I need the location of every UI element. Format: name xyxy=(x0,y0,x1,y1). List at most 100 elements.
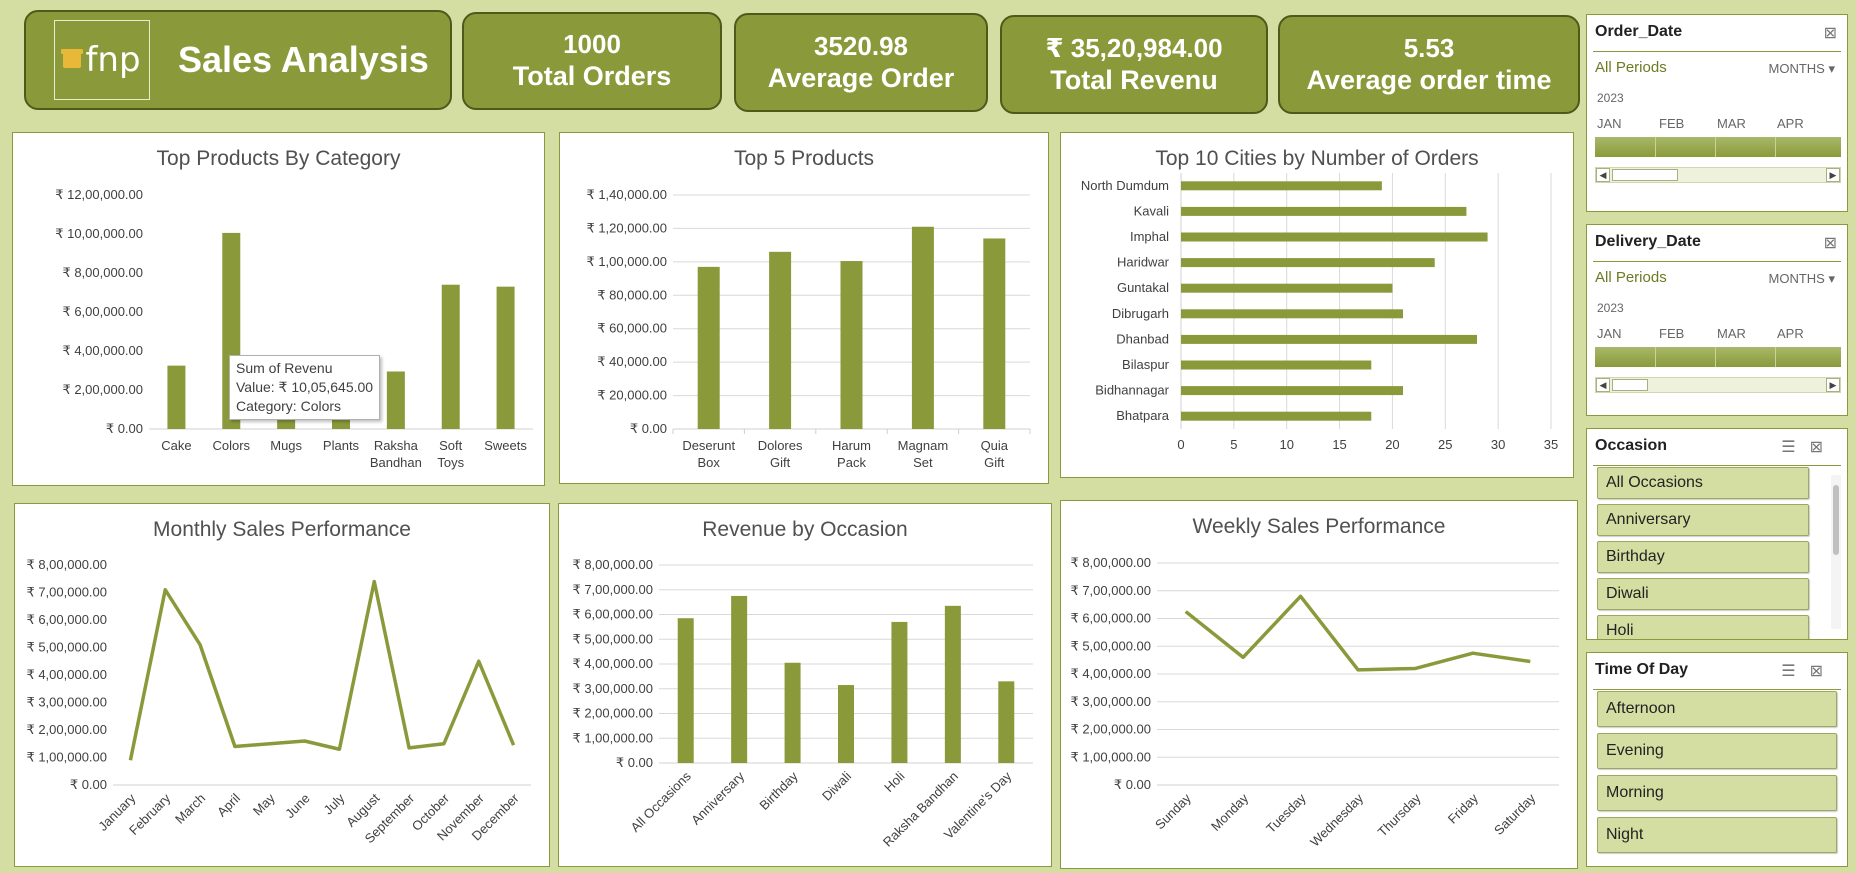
y-tick-label: ₹ 10,00,000.00 xyxy=(55,226,143,241)
bar xyxy=(677,618,694,763)
y-tick-label: ₹ 1,00,000.00 xyxy=(586,254,667,269)
chart-title: Weekly Sales Performance xyxy=(1192,515,1446,538)
clear-filter-icon[interactable]: ⊠ xyxy=(1809,663,1837,680)
divider xyxy=(1593,51,1841,52)
kpi-total-revenue: ₹ 35,20,984.00 Total Revenu xyxy=(1000,15,1268,114)
bar xyxy=(441,284,460,429)
chart-top-10-cities[interactable]: Top 10 Cities by Number of Orders 0 5 10 15… xyxy=(1060,132,1574,478)
x-tick-label: Pack xyxy=(837,455,866,470)
chart-svg: ₹ 0.00 ₹ 2,00,000.00 ₹ 4,00,000.00 ₹ 6,00,0… xyxy=(55,187,533,470)
y-tick-label: ₹ 3,00,000.00 xyxy=(26,695,107,710)
clear-filter-icon[interactable]: ⊠ xyxy=(1823,235,1837,252)
x-tick-label: 35 xyxy=(1544,437,1558,452)
divider xyxy=(1593,261,1841,262)
slicer-time-of-day[interactable]: Time Of Day ☰⊠ Afternoon Evening Morning… xyxy=(1586,652,1848,867)
time-level-dropdown[interactable]: MONTHS ▾ xyxy=(1769,271,1836,287)
slicer-item-anniversary[interactable]: Anniversary xyxy=(1597,504,1809,536)
clear-filter-icon[interactable]: ⊠ xyxy=(1823,25,1837,42)
chart-top-products-by-category[interactable]: Top Products By Category ₹ 0.00 ₹ 2,00,00… xyxy=(12,132,545,486)
y-tick-label: ₹ 4,00,000.00 xyxy=(62,343,143,358)
x-tick-label: Thursday xyxy=(1375,790,1424,839)
multi-select-icon[interactable]: ☰⊠ xyxy=(1781,661,1837,681)
bar xyxy=(838,685,854,763)
y-tick-label: Bhatpara xyxy=(1116,408,1170,423)
y-tick-label: ₹ 0.00 xyxy=(1114,777,1151,792)
month-label: FEB xyxy=(1659,326,1685,341)
bar xyxy=(1181,232,1488,242)
x-tick-label: Box xyxy=(697,455,720,470)
slicer-delivery-date[interactable]: Delivery_Date ⊠ All Periods MONTHS ▾ 202… xyxy=(1586,224,1848,416)
scroll-thumb[interactable] xyxy=(1833,485,1839,555)
clear-filter-icon[interactable]: ⊠ xyxy=(1809,439,1837,456)
multi-select-icon[interactable]: ☰ xyxy=(1781,439,1810,456)
slicer-item-birthday[interactable]: Birthday xyxy=(1597,541,1809,573)
x-tick-label: Sweets xyxy=(484,438,527,453)
chart-svg: ₹ 0.00 ₹ 1,00,000.00 ₹ 2,00,000.00 ₹ 3,00,0… xyxy=(572,557,1033,850)
y-tick-label: ₹ 2,00,000.00 xyxy=(62,382,143,397)
slicer-item-diwali[interactable]: Diwali xyxy=(1597,578,1809,610)
slicer-occasion[interactable]: Occasion ☰⊠ All Occasions Anniversary Bi… xyxy=(1586,428,1848,640)
time-level-dropdown[interactable]: MONTHS ▾ xyxy=(1769,61,1836,77)
slicer-order-date[interactable]: Order_Date ⊠ All Periods MONTHS ▾ 2023 J… xyxy=(1586,14,1848,212)
scroll-thumb[interactable] xyxy=(1612,169,1678,181)
bar xyxy=(496,286,515,429)
bar xyxy=(1181,386,1403,396)
y-tick-label: ₹ 2,00,000.00 xyxy=(26,722,107,737)
timeline-scrollbar[interactable]: ◀ ▶ xyxy=(1595,377,1841,393)
x-tick-label: 20 xyxy=(1385,437,1399,452)
y-tick-label: Kavali xyxy=(1134,203,1170,218)
slicer-item-evening[interactable]: Evening xyxy=(1597,733,1837,769)
slicer-item-night[interactable]: Night xyxy=(1597,817,1837,853)
timeline-bar[interactable] xyxy=(1595,137,1841,157)
time-level-value: MONTHS xyxy=(1768,61,1825,76)
x-tick-label: Toys xyxy=(437,455,464,470)
kpi-label: Total Revenu xyxy=(1050,64,1218,95)
y-tick-label: ₹ 40,000.00 xyxy=(597,354,667,369)
bar xyxy=(769,251,792,429)
chart-monthly-sales[interactable]: Monthly Sales Performance ₹ 0.00 ₹ 1,00,0… xyxy=(14,503,550,867)
scroll-right-icon[interactable]: ▶ xyxy=(1826,168,1840,182)
slicer-item-holi[interactable]: Holi xyxy=(1597,615,1809,639)
x-tick-label: Saturday xyxy=(1491,790,1539,838)
x-tick-label: 15 xyxy=(1332,437,1346,452)
y-tick-label: Imphal xyxy=(1130,229,1169,244)
chart-revenue-by-occasion[interactable]: Revenue by Occasion ₹ 0.00 ₹ 1,00,000.00 ₹… xyxy=(558,503,1052,867)
x-tick-label: Anniversary xyxy=(688,768,747,827)
x-tick-label: Holi xyxy=(881,768,908,795)
multi-select-icon[interactable]: ☰⊠ xyxy=(1781,437,1837,457)
timeline-scrollbar[interactable]: ◀ ▶ xyxy=(1595,167,1841,183)
gift-icon xyxy=(61,48,84,68)
scroll-right-icon[interactable]: ▶ xyxy=(1826,378,1840,392)
chart-weekly-sales[interactable]: Weekly Sales Performance ₹ 0.00 ₹ 1,00,00… xyxy=(1060,500,1578,869)
slicer-item-afternoon[interactable]: Afternoon xyxy=(1597,691,1837,727)
slicer-scrollbar[interactable] xyxy=(1831,475,1841,629)
y-tick-label: ₹ 6,00,000.00 xyxy=(26,612,107,627)
x-tick-label: Birthday xyxy=(756,768,801,813)
x-tick-label: Soft xyxy=(439,438,463,453)
series-line xyxy=(128,579,516,761)
y-tick-label: ₹ 4,00,000.00 xyxy=(1070,666,1151,681)
bar xyxy=(1181,283,1393,293)
bar xyxy=(840,261,863,429)
scroll-thumb[interactable] xyxy=(1612,379,1648,391)
y-tick-label: ₹ 1,00,000.00 xyxy=(26,750,107,765)
scroll-left-icon[interactable]: ◀ xyxy=(1596,378,1610,392)
y-tick-label: ₹ 12,00,000.00 xyxy=(55,187,143,202)
bar xyxy=(1181,206,1467,216)
y-tick-label: ₹ 80,000.00 xyxy=(597,287,667,302)
slicer-item-all-occasions[interactable]: All Occasions xyxy=(1597,467,1809,499)
timeline-bar[interactable] xyxy=(1595,347,1841,367)
multi-select-icon[interactable]: ☰ xyxy=(1781,663,1810,680)
kpi-value: ₹ 35,20,984.00 xyxy=(1045,32,1223,63)
kpi-value: 5.53 xyxy=(1403,32,1455,63)
scroll-left-icon[interactable]: ◀ xyxy=(1596,168,1610,182)
period-label: All Periods xyxy=(1595,269,1667,286)
chart-top-5-products[interactable]: Top 5 Products ₹ 0.00 ₹ 20,000.00 ₹ 40,000… xyxy=(559,132,1049,484)
y-tick-label: ₹ 60,000.00 xyxy=(597,321,667,336)
slicer-item-morning[interactable]: Morning xyxy=(1597,775,1837,811)
x-tick-label: Quia xyxy=(981,438,1009,453)
bar xyxy=(891,621,908,763)
x-tick-label: July xyxy=(321,790,348,817)
y-tick-label: ₹ 20,000.00 xyxy=(597,388,667,403)
divider xyxy=(1593,465,1841,466)
